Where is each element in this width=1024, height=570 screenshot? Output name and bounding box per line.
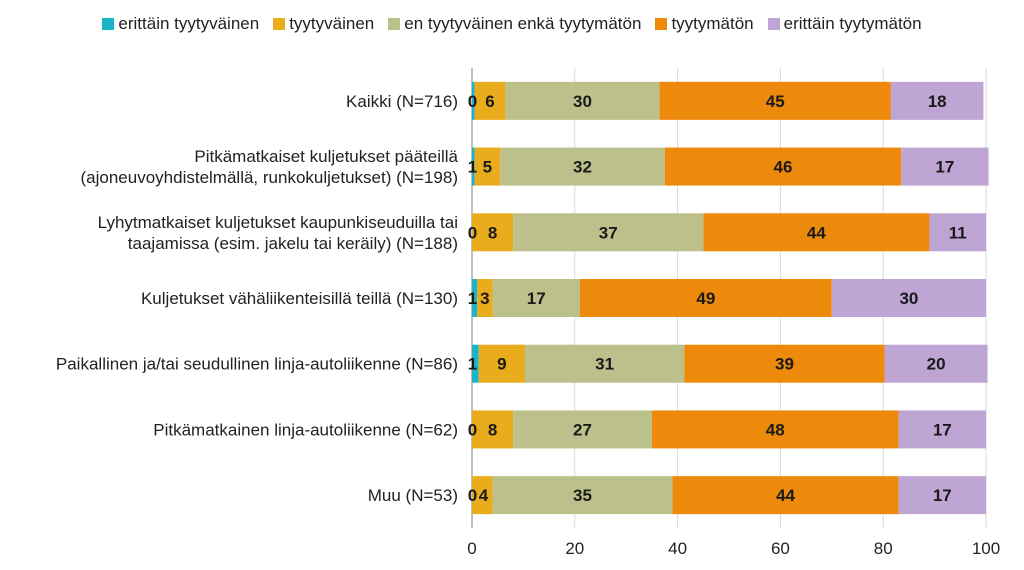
bar-segment — [505, 81, 660, 120]
bar-segment — [884, 344, 988, 383]
bar-segment — [492, 476, 673, 515]
bar-segment — [901, 147, 989, 186]
legend-swatch — [767, 18, 780, 30]
bar-segment — [472, 213, 514, 252]
data-label: 18 — [928, 92, 947, 111]
category-label: (ajoneuvoyhdistelmällä, runkokuljetukset… — [81, 168, 459, 187]
data-label: 6 — [485, 92, 494, 111]
data-label: 11 — [949, 223, 967, 242]
data-label: 44 — [807, 223, 826, 242]
bar-segment — [651, 410, 899, 449]
bar-segment — [474, 147, 501, 186]
data-label: 31 — [595, 355, 614, 374]
x-tick-label: 100 — [972, 539, 1000, 558]
category-label: Kuljetukset vähäliikenteisillä teillä (N… — [141, 289, 458, 308]
data-label: 32 — [573, 158, 592, 177]
bar-segment — [929, 213, 986, 252]
bar-segment — [472, 147, 475, 186]
x-tick-label: 20 — [565, 539, 584, 558]
bar-segment — [672, 476, 899, 515]
data-label: 8 — [488, 223, 497, 242]
bar-segment — [664, 147, 902, 186]
bar-segment — [890, 81, 984, 120]
bar-segment — [477, 279, 493, 317]
data-label: 0 — [468, 420, 477, 439]
legend-label: tyytyväinen — [289, 14, 375, 33]
legend-item: erittäin tyytyväinen — [102, 14, 259, 34]
bar-segment — [472, 410, 514, 449]
data-label: 1 — [468, 158, 477, 177]
legend-label: en tyytyväinen enkä tyytymätön — [404, 14, 642, 33]
data-label: 30 — [899, 289, 918, 308]
data-label: 4 — [479, 486, 489, 505]
data-label: 1 — [468, 289, 477, 308]
legend-item: erittäin tyytymätön — [767, 14, 922, 34]
category-label: Kaikki (N=716) — [346, 92, 458, 111]
category-label: taajamissa (esim. jakelu tai keräily) (N… — [128, 234, 458, 253]
bar-segment — [831, 279, 986, 317]
category-label: Paikallinen ja/tai seudullinen linja-aut… — [56, 355, 458, 374]
bar-segment — [703, 213, 930, 252]
data-label: 0 — [468, 223, 477, 242]
legend-label: tyytymätön — [671, 14, 754, 33]
bar-segment — [492, 279, 580, 317]
legend-item: en tyytyväinen enkä tyytymätön — [388, 14, 641, 34]
data-label: 3 — [480, 289, 489, 308]
bar-segment — [659, 81, 891, 120]
bar-segment — [500, 147, 665, 186]
chart-legend: erittäin tyytyväinen tyytyväinen en tyyt… — [0, 14, 1024, 34]
data-label: 46 — [774, 158, 793, 177]
bar-segment — [472, 344, 479, 383]
data-label: 37 — [599, 223, 618, 242]
category-label: Lyhytmatkaiset kuljetukset kaupunkiseudu… — [98, 213, 458, 232]
bar-segment — [898, 410, 986, 449]
data-label: 49 — [696, 289, 715, 308]
legend-swatch — [102, 18, 115, 30]
x-tick-label: 80 — [874, 539, 893, 558]
data-label: 0 — [468, 486, 477, 505]
legend-swatch — [388, 18, 401, 30]
data-label: 8 — [488, 420, 497, 439]
data-label: 27 — [573, 420, 592, 439]
data-label: 1 — [468, 355, 477, 374]
bar-segment — [898, 476, 986, 515]
legend-swatch — [655, 18, 668, 30]
bar-segment — [513, 213, 704, 252]
bar-segment — [472, 476, 493, 515]
legend-label: erittäin tyytyväinen — [118, 14, 260, 33]
data-label: 39 — [775, 355, 794, 374]
bar-segment — [472, 279, 478, 317]
data-label: 0 — [468, 92, 477, 111]
bar-segment — [524, 344, 685, 383]
bar-segment — [579, 279, 832, 317]
legend-label: erittäin tyytymätön — [783, 14, 922, 33]
bar-segment — [478, 344, 525, 383]
bar-segment — [684, 344, 885, 383]
category-label: Pitkämatkaiset kuljetukset pääteillä — [194, 147, 458, 166]
data-label: 17 — [935, 158, 954, 177]
category-label: Muu (N=53) — [368, 486, 458, 505]
data-label: 48 — [766, 420, 785, 439]
legend-item: tyytyväinen — [273, 14, 374, 34]
category-label: Pitkämatkainen linja-autoliikenne (N=62) — [153, 420, 458, 439]
data-label: 44 — [776, 486, 795, 505]
data-label: 17 — [933, 486, 952, 505]
data-label: 17 — [527, 289, 546, 308]
legend-item: tyytymätön — [655, 14, 754, 34]
data-label: 20 — [927, 355, 946, 374]
data-label: 45 — [766, 92, 785, 111]
x-tick-label: 60 — [771, 539, 790, 558]
data-label: 35 — [573, 486, 592, 505]
data-label: 9 — [497, 355, 506, 374]
data-label: 17 — [933, 420, 952, 439]
data-label: 30 — [573, 92, 592, 111]
x-tick-label: 0 — [467, 539, 476, 558]
bar-segment — [513, 410, 652, 449]
bar-segment — [474, 81, 506, 120]
legend-swatch — [273, 18, 286, 30]
bar-segment — [472, 81, 475, 120]
x-tick-label: 40 — [668, 539, 687, 558]
data-label: 5 — [483, 158, 492, 177]
